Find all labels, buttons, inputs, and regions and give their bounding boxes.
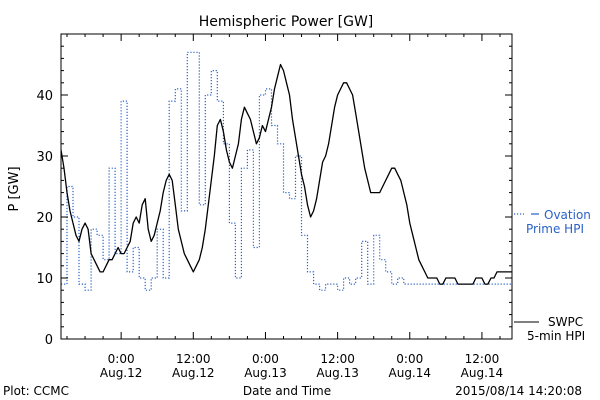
plot-credit: Plot: CCMC	[3, 384, 69, 398]
x-tick-label-date: Aug.12	[100, 366, 143, 380]
x-tick-label-date: Aug.14	[389, 366, 432, 380]
x-tick-label-time: 12:00	[176, 352, 211, 366]
legend-label-ovation: Prime HPI	[526, 222, 584, 236]
x-tick-label-date: Aug.13	[244, 366, 287, 380]
y-axis-title: P [GW]	[7, 166, 22, 211]
x-tick-label-date: Aug.12	[172, 366, 215, 380]
x-tick-label-date: Aug.13	[316, 366, 359, 380]
plot-frame	[60, 33, 513, 340]
legend-label-swpc: 5-min HPI	[527, 329, 585, 343]
plot-layer	[61, 51, 512, 291]
x-tick-label-time: 0:00	[252, 352, 279, 366]
legend-label-swpc: SWPC	[548, 315, 583, 329]
x-tick-label-time: 12:00	[320, 352, 355, 366]
y-tick-label: 40	[36, 89, 53, 104]
series-line-swpc-5min-hpi	[61, 63, 512, 285]
y-tick-label: 10	[36, 272, 53, 287]
x-axis-label: Date and Time	[243, 384, 331, 398]
x-tick-label-time: 0:00	[108, 352, 135, 366]
legend-label-ovation: Ovation	[544, 208, 591, 222]
timestamp: 2015/08/14 14:20:08	[455, 384, 582, 398]
y-tick-label: 30	[36, 150, 53, 165]
y-tick-label: 20	[36, 211, 53, 226]
x-tick-label-time: 12:00	[465, 352, 500, 366]
y-axis-label: P [GW]	[7, 166, 22, 211]
y-tick-label: 0	[45, 333, 53, 348]
chart-title: Hemispheric Power [GW]	[199, 14, 374, 30]
axes-layer: 0102030400:00Aug.1212:00Aug.120:00Aug.13…	[36, 33, 513, 380]
series-line-ovation-prime-hpi	[61, 51, 512, 291]
x-tick-label-date: Aug.14	[461, 366, 504, 380]
x-tick-label-time: 0:00	[396, 352, 423, 366]
